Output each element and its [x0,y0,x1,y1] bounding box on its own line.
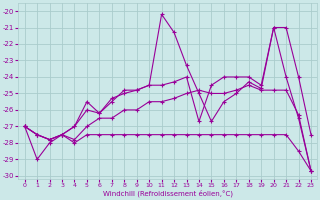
X-axis label: Windchill (Refroidissement éolien,°C): Windchill (Refroidissement éolien,°C) [103,190,233,197]
